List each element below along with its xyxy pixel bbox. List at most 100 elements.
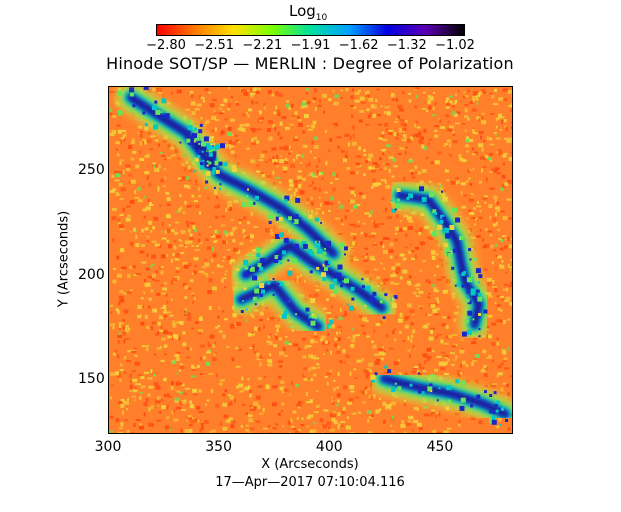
speckle: [383, 249, 388, 254]
speckle: [179, 366, 185, 369]
speckle: [272, 156, 275, 160]
speckle: [245, 147, 250, 150]
speckle: [424, 324, 429, 329]
network-speckle: [116, 90, 122, 96]
speckle: [368, 235, 373, 238]
speckle: [291, 328, 294, 332]
network-speckle: [472, 318, 475, 321]
speckle: [268, 359, 273, 364]
speckle: [211, 357, 217, 362]
speckle: [170, 381, 174, 386]
speckle: [358, 119, 363, 123]
speckle: [191, 327, 194, 330]
speckle: [143, 291, 146, 295]
speckle: [478, 115, 484, 120]
speckle: [452, 103, 455, 106]
network-speckle: [455, 379, 460, 384]
timestamp: 17—Apr—2017 07:10:04.116: [215, 475, 405, 490]
speckle: [403, 431, 407, 433]
speckle: [484, 228, 488, 232]
network-speckle: [193, 140, 196, 143]
network-speckle: [194, 127, 198, 131]
speckle: [371, 220, 374, 223]
speckle: [330, 196, 334, 201]
speckle: [170, 154, 174, 157]
speckle: [469, 182, 473, 186]
network-speckle: [255, 195, 259, 200]
speckle: [493, 249, 497, 252]
speckle: [507, 263, 510, 268]
speckle: [161, 330, 164, 332]
speckle: [354, 91, 360, 95]
speckle: [187, 160, 192, 165]
speckle: [427, 142, 430, 146]
speckle: [175, 381, 180, 386]
speckle: [440, 367, 446, 371]
network-speckle: [373, 304, 376, 307]
speckle: [380, 262, 383, 265]
speckle: [486, 277, 492, 282]
speckle: [478, 143, 484, 148]
speckle: [274, 126, 277, 131]
speckle: [454, 100, 457, 105]
speckle: [138, 314, 142, 317]
speckle: [117, 310, 120, 315]
speckle: [468, 209, 472, 213]
speckle: [446, 427, 452, 430]
speckle: [126, 430, 130, 433]
speckle: [134, 190, 137, 195]
speckle: [174, 147, 178, 150]
network-speckle: [442, 216, 446, 221]
speckle: [430, 328, 433, 331]
speckle: [191, 366, 197, 370]
speckle: [227, 200, 233, 204]
colorbar-tick-label: −2.80: [146, 38, 186, 53]
speckle: [279, 159, 285, 163]
network-speckle: [370, 374, 376, 380]
speckle: [166, 253, 168, 257]
speckle: [434, 160, 440, 165]
speckle: [451, 111, 457, 116]
speckle: [166, 311, 172, 314]
network-speckle: [344, 253, 346, 256]
network-speckle: [284, 199, 288, 203]
speckle: [413, 406, 418, 410]
speckle: [302, 144, 308, 148]
speckle: [235, 365, 241, 368]
speckle: [402, 127, 407, 131]
speckle: [110, 108, 113, 113]
speckle: [271, 93, 275, 97]
speckle: [409, 243, 412, 246]
network-speckle: [311, 314, 316, 319]
speckle: [349, 371, 352, 376]
speckle: [315, 208, 321, 210]
speckle: [259, 362, 262, 367]
speckle: [337, 201, 341, 204]
speckle: [384, 278, 390, 281]
speckle: [407, 160, 410, 163]
speckle: [382, 401, 387, 406]
speckle: [113, 268, 116, 270]
network-speckle: [466, 299, 470, 303]
speckle: [176, 351, 181, 354]
speckle: [266, 340, 270, 343]
speckle: [330, 293, 336, 297]
speckle: [158, 266, 161, 270]
speckle: [349, 171, 355, 175]
speckle: [497, 364, 502, 368]
speckle: [204, 238, 209, 242]
speckle: [289, 393, 292, 396]
speckle: [229, 260, 233, 265]
speckle: [224, 286, 227, 289]
colorbar-tick-label: −1.62: [338, 38, 379, 53]
speckle: [436, 355, 442, 358]
speckle: [175, 253, 180, 258]
speckle: [158, 315, 164, 320]
speckle: [198, 195, 202, 198]
network-speckle: [129, 92, 134, 97]
speckle: [349, 199, 355, 204]
network-speckle: [372, 291, 377, 296]
speckle: [437, 244, 440, 247]
speckle: [316, 169, 319, 174]
speckle: [411, 257, 415, 260]
